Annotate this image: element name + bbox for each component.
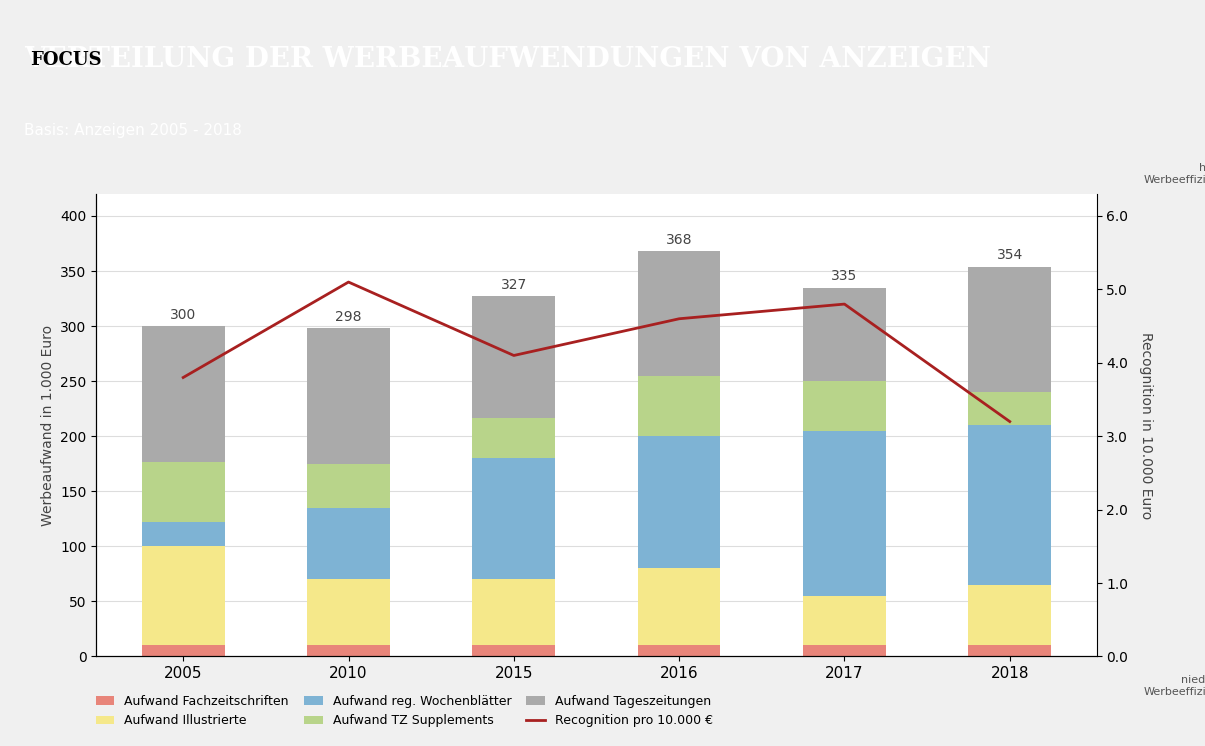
- Bar: [803, 287, 886, 381]
- Bar: [803, 645, 886, 656]
- Bar: [142, 645, 224, 656]
- Bar: [142, 522, 224, 546]
- Legend: Aufwand Fachzeitschriften, Aufwand Illustrierte, Aufwand reg. Wochenblätter, Auf: Aufwand Fachzeitschriften, Aufwand Illus…: [90, 690, 718, 733]
- Bar: [307, 508, 390, 580]
- Text: VERTEILUNG DER WERBEAUFWENDUNGEN VON ANZEIGEN: VERTEILUNG DER WERBEAUFWENDUNGEN VON ANZ…: [24, 46, 991, 73]
- Y-axis label: Recognition in 10.000 Euro: Recognition in 10.000 Euro: [1139, 331, 1153, 519]
- Text: 300: 300: [170, 307, 196, 322]
- Bar: [803, 596, 886, 645]
- Bar: [969, 585, 1051, 645]
- Bar: [969, 425, 1051, 585]
- Bar: [472, 296, 556, 418]
- Bar: [307, 464, 390, 508]
- Bar: [803, 430, 886, 596]
- Bar: [142, 546, 224, 645]
- Text: niedrige
Werbeeffizienz: niedrige Werbeeffizienz: [1144, 675, 1205, 697]
- Bar: [472, 418, 556, 458]
- Bar: [307, 645, 390, 656]
- Text: 368: 368: [666, 233, 693, 247]
- Bar: [472, 458, 556, 580]
- Bar: [969, 645, 1051, 656]
- Bar: [637, 436, 721, 568]
- Text: 327: 327: [501, 278, 527, 292]
- Text: FOCUS: FOCUS: [30, 51, 102, 69]
- Bar: [969, 266, 1051, 392]
- Text: 335: 335: [831, 269, 858, 283]
- Text: hohe
Werbeeffizienz: hohe Werbeeffizienz: [1144, 163, 1205, 185]
- Bar: [472, 645, 556, 656]
- Bar: [637, 645, 721, 656]
- Y-axis label: Werbeaufwand in 1.000 Euro: Werbeaufwand in 1.000 Euro: [41, 325, 54, 526]
- Text: Basis: Anzeigen 2005 - 2018: Basis: Anzeigen 2005 - 2018: [24, 123, 242, 138]
- Bar: [307, 328, 390, 464]
- Bar: [142, 326, 224, 462]
- Bar: [969, 392, 1051, 425]
- Bar: [637, 568, 721, 645]
- Bar: [142, 462, 224, 522]
- Bar: [637, 251, 721, 376]
- Text: 298: 298: [335, 310, 361, 324]
- Bar: [472, 580, 556, 645]
- Bar: [637, 376, 721, 436]
- Text: 354: 354: [997, 248, 1023, 263]
- Bar: [307, 580, 390, 645]
- Bar: [803, 381, 886, 430]
